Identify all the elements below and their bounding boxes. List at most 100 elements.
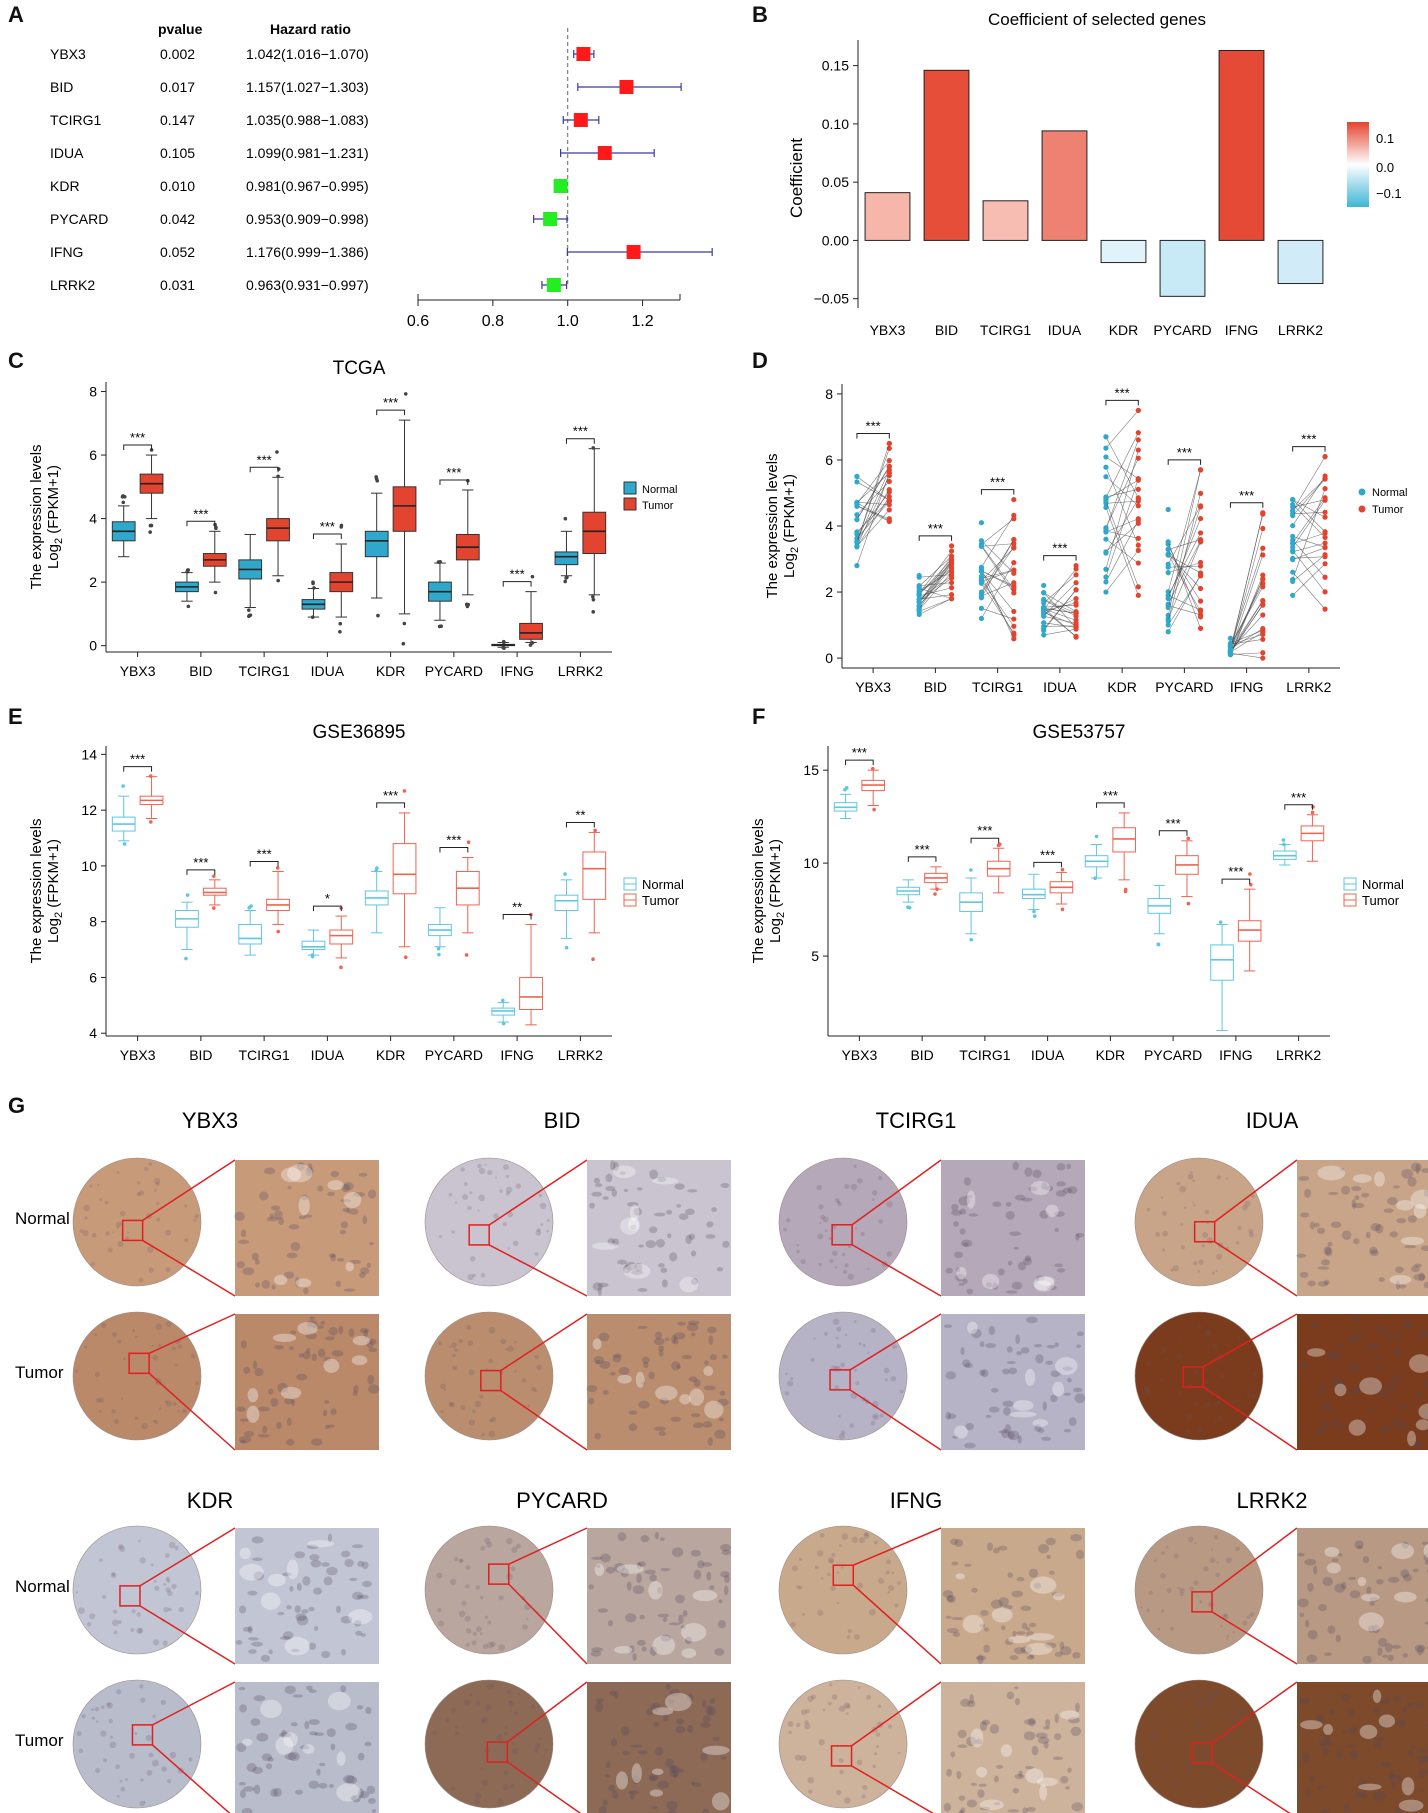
ihc-nucleus [1016, 1576, 1025, 1582]
y-axis-label: The expression levels [28, 818, 45, 963]
ihc-nucleus [606, 1761, 611, 1769]
ihc-texture-dot [140, 1697, 146, 1703]
tumor-point [1197, 530, 1204, 536]
ihc-texture-dot [511, 1741, 515, 1745]
ihc-nucleus [720, 1182, 730, 1188]
ihc-nucleus [368, 1189, 377, 1199]
ihc-nucleus [277, 1611, 285, 1616]
ihc-texture-dot [796, 1250, 800, 1254]
signif-label: *** [1166, 816, 1181, 831]
ihc-lumen [655, 1385, 678, 1401]
ihc-zoom-line [852, 1584, 942, 1665]
ihc-nucleus [637, 1288, 648, 1292]
ihc-texture-dot [527, 1404, 531, 1408]
ihc-nucleus [1398, 1404, 1408, 1410]
tumor-point [1073, 602, 1079, 608]
ihc-nucleus [339, 1199, 352, 1203]
ihc-lumen [267, 1573, 286, 1587]
ihc-nucleus [1328, 1191, 1339, 1196]
outlier-point [1093, 876, 1097, 881]
ihc-nucleus [611, 1789, 619, 1800]
ihc-nucleus [1357, 1545, 1363, 1549]
ihc-texture-dot [152, 1419, 156, 1423]
ihc-nucleus [1353, 1315, 1360, 1323]
y-axis-label-sub: 2 [789, 547, 801, 553]
box-body [519, 976, 543, 1011]
legend-label: Normal [642, 877, 684, 892]
ihc-texture-dot [1150, 1730, 1155, 1735]
ihc-nucleus [286, 1438, 295, 1446]
ihc-texture-dot [1197, 1426, 1204, 1433]
box-body [1022, 888, 1046, 899]
tumor-point [1135, 486, 1141, 492]
ihc-texture-dot [1185, 1758, 1192, 1765]
panel-label-a: A [8, 2, 24, 27]
ihc-nucleus [701, 1562, 713, 1567]
ihc-texture-dot [856, 1177, 863, 1184]
ihc-nucleus [1070, 1726, 1082, 1737]
ihc-nucleus [1411, 1265, 1420, 1273]
ihc-texture-dot [451, 1230, 455, 1234]
ihc-tissue-core [424, 1679, 554, 1809]
ihc-lumen [1033, 1276, 1055, 1292]
ihc-nucleus [686, 1693, 694, 1702]
ihc-texture-dot [486, 1683, 493, 1690]
ihc-texture-dot [182, 1408, 188, 1414]
ihc-lumen [260, 1592, 281, 1610]
ihc-texture-dot [168, 1541, 176, 1549]
y-tick-label: 0.10 [822, 116, 849, 132]
normal-point [1041, 613, 1047, 619]
ihc-nucleus [1298, 1697, 1310, 1705]
normal-point [978, 575, 985, 582]
ihc-texture-dot [855, 1381, 860, 1386]
ihc-magnified-panel [587, 1314, 731, 1450]
ihc-texture-dot [155, 1181, 160, 1187]
tumor-point [1322, 574, 1328, 580]
ihc-nucleus [953, 1221, 959, 1227]
ihc-nucleus [589, 1202, 595, 1209]
ihc-nucleus [602, 1390, 609, 1395]
ihc-nucleus [1005, 1210, 1015, 1220]
coefficient-bar [1100, 239, 1147, 264]
pair-line [1292, 554, 1326, 582]
ihc-lumen [352, 1335, 370, 1346]
ihc-nucleus [1338, 1343, 1345, 1348]
normal-point [1165, 622, 1171, 628]
ihc-texture-dot [487, 1620, 492, 1625]
ihc-nucleus [985, 1342, 997, 1349]
ihc-nucleus [995, 1764, 1004, 1769]
ihc-nucleus [1001, 1625, 1006, 1631]
forest-gene-label: IDUA [50, 145, 84, 161]
ihc-texture-dot [1187, 1173, 1194, 1180]
ihc-nucleus [945, 1267, 953, 1274]
ihc-nucleus [1337, 1424, 1348, 1430]
box-body [1237, 920, 1262, 942]
ihc-nucleus [613, 1161, 619, 1172]
ihc-texture-dot [1244, 1200, 1251, 1207]
tumor-point [1011, 623, 1017, 629]
ihc-texture-dot [113, 1418, 119, 1425]
ihc-texture-dot [122, 1357, 126, 1361]
tumor-point [1135, 447, 1141, 453]
ihc-nucleus [1347, 1335, 1358, 1344]
ihc-nucleus [314, 1732, 325, 1737]
ihc-nucleus [1003, 1604, 1013, 1610]
ihc-magnified-panel [587, 1528, 731, 1664]
ihc-texture-dot [184, 1238, 189, 1243]
normal-point [1041, 606, 1047, 612]
ihc-nucleus [254, 1282, 261, 1288]
ihc-texture-dot [1183, 1206, 1187, 1210]
ihc-nucleus [1029, 1622, 1037, 1628]
ihc-nucleus [682, 1610, 688, 1617]
pair-line [1043, 582, 1077, 617]
ihc-lumen [956, 1266, 967, 1280]
ihc-texture-dot [138, 1277, 144, 1283]
ihc-texture-dot [481, 1432, 485, 1437]
ihc-nucleus [979, 1721, 988, 1731]
outlier-point [248, 613, 253, 617]
ihc-texture-dot [1202, 1231, 1209, 1239]
ihc-nucleus [366, 1785, 376, 1795]
ihc-nucleus [252, 1360, 258, 1370]
ihc-texture-dot [1146, 1360, 1152, 1366]
tumor-point [948, 596, 955, 602]
